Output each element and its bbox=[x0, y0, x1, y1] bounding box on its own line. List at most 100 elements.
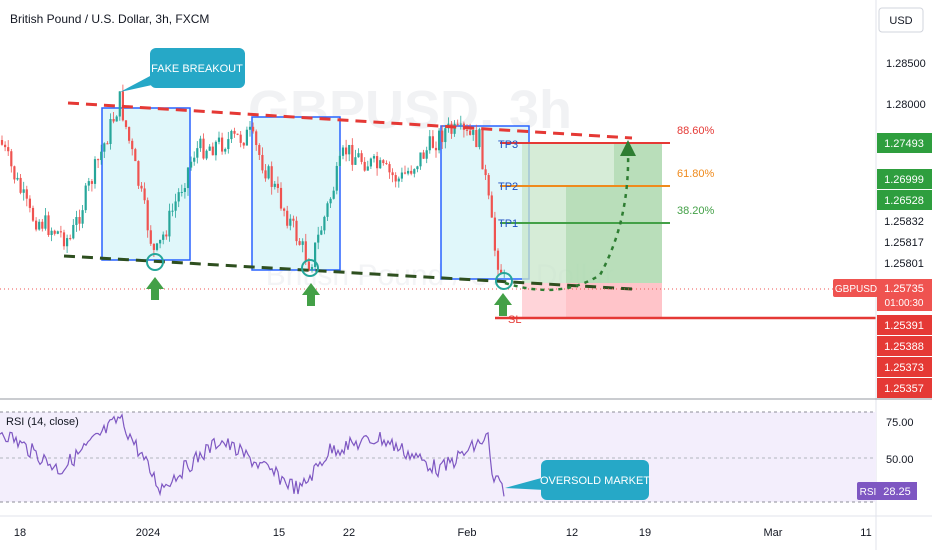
candle-body bbox=[456, 123, 459, 125]
candle-body bbox=[279, 187, 283, 209]
candle-body bbox=[298, 241, 301, 245]
candle-body bbox=[134, 149, 137, 162]
candle-body bbox=[416, 166, 419, 170]
oversold-text: OVERSOLD MARKET bbox=[540, 475, 650, 487]
candle-body bbox=[62, 232, 66, 247]
candle-body bbox=[248, 126, 252, 130]
candle-body bbox=[47, 215, 50, 236]
candle-body bbox=[286, 210, 289, 226]
profit-zone-dark-1 bbox=[566, 186, 614, 283]
candle-body bbox=[335, 165, 338, 191]
time-axis[interactable]: 18 2024 15 22 Feb 12 19 Mar 11 bbox=[14, 527, 872, 539]
candle-body bbox=[304, 241, 307, 262]
rsi-title[interactable]: RSI (14, close) bbox=[6, 416, 79, 428]
range-box-2[interactable] bbox=[251, 116, 341, 271]
resistance-trendline[interactable] bbox=[67, 101, 633, 140]
candle-body bbox=[217, 137, 221, 142]
candle-body bbox=[310, 266, 314, 271]
price-level-value: 1.26999 bbox=[884, 174, 924, 186]
candle-body bbox=[97, 159, 100, 161]
current-price: 1.25735 bbox=[884, 283, 924, 295]
up-arrow-icon bbox=[146, 277, 164, 300]
candle-body bbox=[146, 200, 149, 231]
candle-body bbox=[273, 183, 276, 187]
candle-body bbox=[341, 147, 345, 156]
symbol-title[interactable]: British Pound / U.S. Dollar, 3h, FXCM bbox=[10, 12, 209, 26]
rsi-value: 28.25 bbox=[883, 486, 911, 498]
candle-body bbox=[180, 191, 183, 193]
candle-body bbox=[78, 217, 81, 224]
candle-body bbox=[44, 215, 47, 229]
price-level-value: 1.25801 bbox=[884, 258, 924, 270]
candle-body bbox=[174, 201, 177, 211]
candle-body bbox=[410, 170, 413, 174]
candle-body bbox=[25, 189, 28, 199]
candle-body bbox=[75, 217, 78, 225]
candle-body bbox=[465, 129, 469, 131]
candle-body bbox=[382, 160, 385, 164]
candle-body bbox=[320, 230, 323, 235]
fib-382-label: 38.20% bbox=[677, 205, 715, 217]
currency-button[interactable] bbox=[878, 7, 924, 33]
candle-body bbox=[258, 145, 261, 155]
time-label: 2024 bbox=[136, 527, 160, 539]
candle-body bbox=[264, 170, 267, 179]
rsi-badge bbox=[857, 482, 879, 500]
projection-arrowhead bbox=[620, 140, 636, 156]
candle-body bbox=[431, 136, 434, 148]
price-level-tag bbox=[877, 190, 932, 210]
candle-body bbox=[199, 138, 202, 149]
candle-body bbox=[137, 161, 140, 186]
candle-body bbox=[301, 241, 304, 245]
tp3-label: TP3 bbox=[498, 139, 518, 151]
candle-body bbox=[41, 221, 44, 229]
candle-body bbox=[444, 128, 447, 143]
candle-body bbox=[100, 151, 103, 161]
candle-body bbox=[252, 126, 255, 132]
fake-breakout-callout[interactable]: FAKE BREAKOUT bbox=[120, 48, 245, 92]
symbol-tag[interactable] bbox=[833, 279, 879, 297]
candle-body bbox=[438, 130, 441, 151]
candle-body bbox=[208, 146, 211, 151]
rsi-line[interactable] bbox=[0, 413, 505, 497]
support-touch-3[interactable] bbox=[495, 272, 513, 290]
time-label: 15 bbox=[273, 527, 285, 539]
candle-body bbox=[394, 175, 397, 182]
time-label: 19 bbox=[639, 527, 651, 539]
candle-body bbox=[56, 231, 59, 234]
candle-body bbox=[338, 155, 341, 166]
price-tick: 1.28000 bbox=[886, 99, 926, 111]
candle-body bbox=[221, 137, 224, 152]
candle-body bbox=[87, 181, 90, 186]
support-touch-1[interactable] bbox=[146, 253, 164, 271]
candle-body bbox=[441, 130, 444, 143]
current-price-tag[interactable] bbox=[877, 279, 932, 311]
range-box-1[interactable] bbox=[101, 107, 191, 261]
time-label: 22 bbox=[343, 527, 355, 539]
candle-body bbox=[329, 198, 332, 204]
oversold-callout[interactable]: OVERSOLD MARKET bbox=[505, 460, 650, 500]
candle-body bbox=[490, 195, 493, 218]
candle-body bbox=[59, 231, 62, 233]
price-level-value: 1.25373 bbox=[884, 362, 924, 374]
profit-zone-dark-2 bbox=[614, 143, 662, 283]
candle-body bbox=[493, 217, 496, 251]
candle-body bbox=[407, 170, 410, 174]
support-trendline[interactable] bbox=[63, 254, 633, 291]
candle-body bbox=[227, 139, 230, 150]
price-level-value: 1.25357 bbox=[884, 383, 924, 395]
candle-body bbox=[211, 146, 214, 156]
price-level-labels: 1.27493 1.26999 1.26528 1.25832 1.25817 1.258… bbox=[877, 133, 932, 398]
candle-body bbox=[90, 181, 93, 184]
candle-body bbox=[22, 189, 25, 193]
candle-body bbox=[35, 220, 38, 230]
candle-body bbox=[425, 150, 428, 159]
candle-body bbox=[38, 221, 41, 230]
price-level-tag bbox=[877, 336, 932, 356]
candle-body bbox=[496, 250, 500, 270]
candle-body bbox=[193, 157, 196, 162]
candle-body bbox=[81, 210, 84, 224]
candle-body bbox=[317, 234, 320, 243]
support-touch-2[interactable] bbox=[301, 259, 319, 277]
